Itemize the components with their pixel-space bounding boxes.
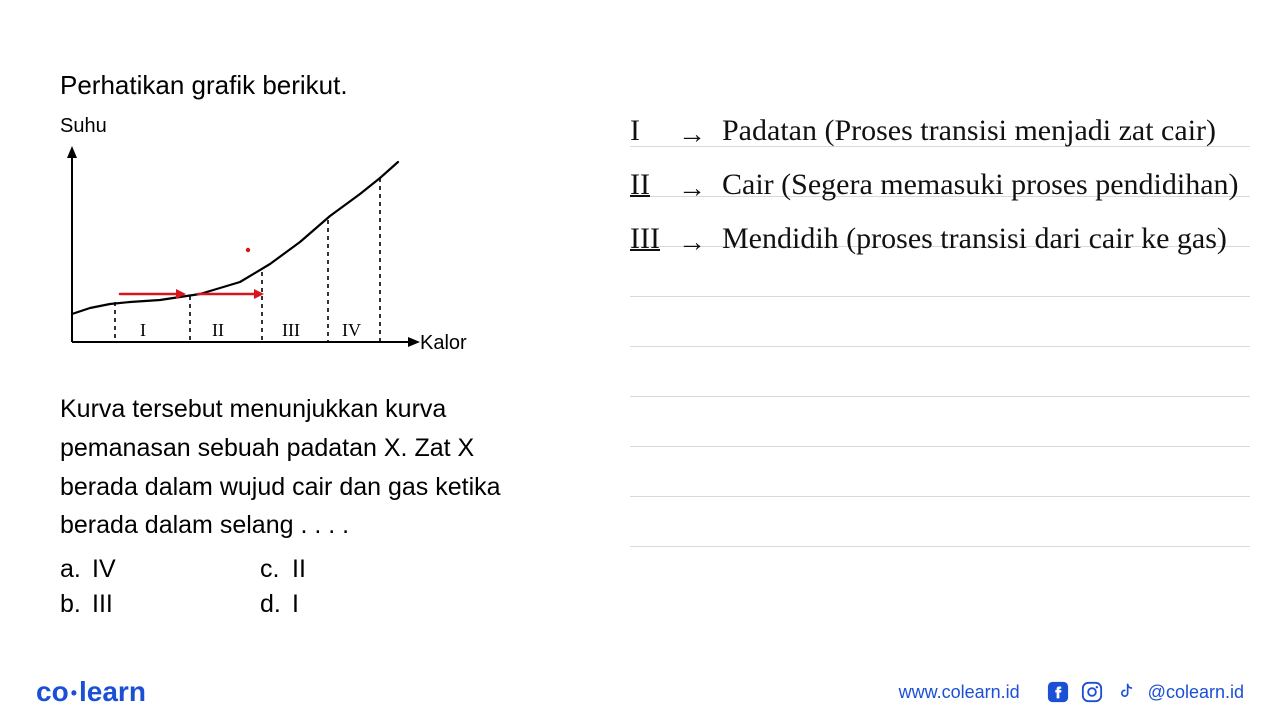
chart-region-label: I (140, 320, 146, 341)
question-text: Kurva tersebut menunjukkan kurva pemanas… (60, 390, 530, 545)
chart-region-label: III (282, 320, 300, 341)
logo: co•learn (36, 676, 146, 708)
facebook-icon (1046, 680, 1070, 704)
chart-region-label: IV (342, 320, 361, 341)
handwritten-entry: I→Padatan (Proses transisi menjadi zat c… (630, 106, 1250, 158)
x-axis-label: Kalor (420, 332, 467, 355)
handwritten-notes: I→Padatan (Proses transisi menjadi zat c… (630, 106, 1250, 269)
options-grid: a.IV c.II b.III d.I (60, 555, 530, 619)
instagram-icon (1080, 680, 1104, 704)
social-icons: @colearn.id (1046, 680, 1244, 704)
heating-curve-chart: IIIIIIIV Kalor (60, 144, 450, 364)
y-axis-label: Suhu (60, 115, 530, 138)
footer-handle: @colearn.id (1148, 682, 1244, 703)
tiktok-icon (1114, 680, 1138, 704)
option-b: b.III (60, 590, 260, 619)
option-d: d.I (260, 590, 460, 619)
handwritten-entry: II→Cair (Segera memasuki proses pendidih… (630, 160, 1250, 212)
footer-url: www.colearn.id (899, 682, 1020, 703)
option-c: c.II (260, 555, 460, 584)
chart-region-label: II (212, 320, 224, 341)
footer: co•learn www.colearn.id @colearn.id (0, 664, 1280, 720)
option-a: a.IV (60, 555, 260, 584)
handwritten-entry: III→Mendidih (proses transisi dari cair … (630, 214, 1250, 266)
page-title: Perhatikan grafik berikut. (60, 70, 530, 101)
